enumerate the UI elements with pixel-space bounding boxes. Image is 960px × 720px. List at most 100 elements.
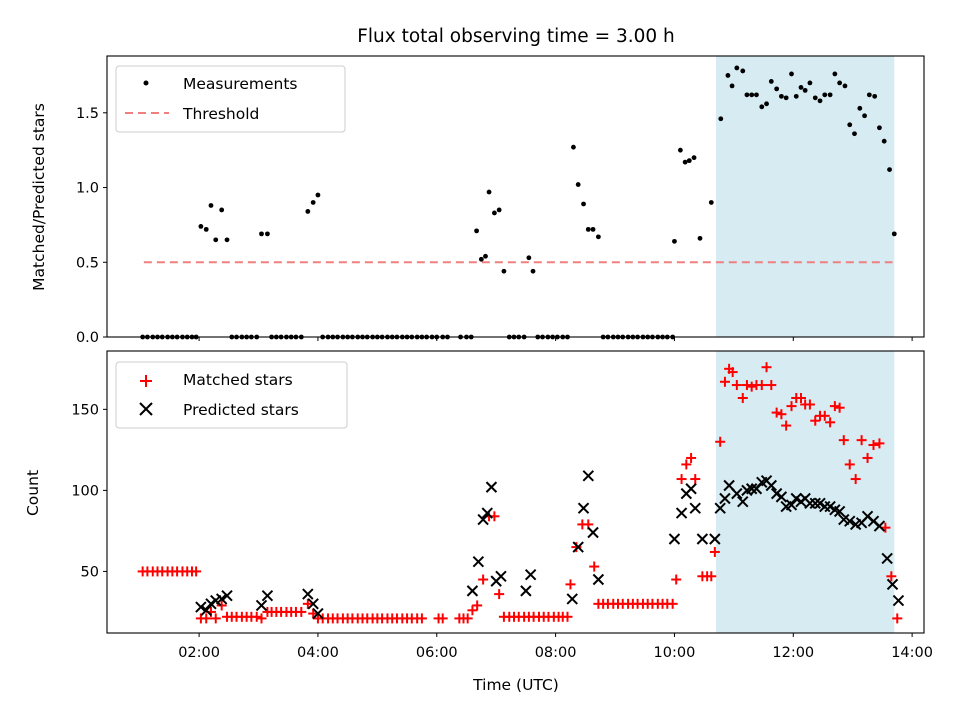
predicted-star-point <box>302 588 314 600</box>
matched-star-point <box>829 401 840 412</box>
matched-star-point <box>781 420 792 431</box>
matched-star-point <box>216 600 227 611</box>
predicted-star-point <box>873 520 886 532</box>
measurement-point <box>852 131 857 137</box>
measurement-point <box>774 86 780 92</box>
predicted-star-point <box>572 541 584 553</box>
measurement-point <box>691 155 697 161</box>
predicted-star-point <box>737 496 749 508</box>
matched-star-point <box>834 402 845 413</box>
measurement-point <box>789 71 794 77</box>
measurement-point <box>817 98 823 104</box>
top-y-ticks: 0.0 0.5 1.0 1.5 <box>76 106 107 346</box>
measurement-point <box>754 92 759 98</box>
measurement-point <box>881 138 887 144</box>
matched-star-point <box>251 611 262 622</box>
measurement-point <box>793 93 799 99</box>
legend-matched-marker <box>140 375 152 387</box>
measurement-point <box>474 228 479 234</box>
predicted-star-point <box>592 573 605 586</box>
predicted-star-point <box>709 533 721 545</box>
predicted-star-point <box>785 499 798 511</box>
measurement-point <box>837 80 843 86</box>
legend-matched-label: Matched stars <box>183 371 293 389</box>
measurement-point <box>305 209 311 214</box>
bottom-legend: Matched stars Predicted stars <box>115 361 348 429</box>
predicted-star-point <box>477 513 489 526</box>
matched-star-point <box>804 399 815 410</box>
measurement-point <box>832 71 838 77</box>
matched-star-point <box>761 362 772 373</box>
legend-threshold-label: Threshold <box>182 105 259 123</box>
measurement-point <box>501 268 507 274</box>
bottom-plot-panel: 50 100 150 02:00 04:00 06:00 08:00 10:00 12:00 1… <box>24 350 933 694</box>
measurement-point <box>807 80 813 86</box>
matched-star-point <box>844 459 855 470</box>
measurement-point <box>203 226 209 232</box>
measurement-point <box>749 92 755 98</box>
matched-star-point <box>741 380 752 391</box>
matched-star-point <box>589 561 600 572</box>
predicted-star-point <box>765 479 778 492</box>
predicted-star-point <box>481 507 493 519</box>
bottom-y-tick-label: 150 <box>71 402 99 418</box>
predicted-star-point <box>466 585 479 597</box>
matched-star-point <box>786 401 797 412</box>
matched-star-point <box>709 546 720 557</box>
matched-star-point <box>776 409 787 420</box>
measurement-point <box>842 83 848 89</box>
measurement-point <box>530 268 536 274</box>
legend-predicted-marker <box>139 402 153 416</box>
legend-predicted-label: Predicted stars <box>183 401 299 419</box>
measurement-point <box>259 231 264 237</box>
matched-star-point <box>302 598 313 609</box>
predicted-star-point <box>255 599 268 612</box>
measurement-point <box>891 231 897 237</box>
measurement-point <box>812 95 818 101</box>
matched-star-point <box>819 410 830 421</box>
top-y-tick-label: 0.5 <box>76 255 99 271</box>
measurement-point <box>198 223 204 229</box>
matched-star-point <box>676 474 687 485</box>
measurement-point <box>526 255 532 261</box>
predicted-star-point <box>719 492 731 505</box>
x-axis-label: Time (UTC) <box>472 676 559 694</box>
matched-star-point <box>201 613 212 624</box>
measurement-point <box>265 231 270 237</box>
measurement-point <box>725 73 731 78</box>
predicted-star-point <box>668 533 681 545</box>
matched-star-point <box>462 613 473 624</box>
predicted-star-point <box>696 533 709 545</box>
measurement-point <box>866 92 872 98</box>
predicted-star-point <box>582 470 594 482</box>
predicted-star-point <box>577 502 590 514</box>
bottom-y-tick-label: 50 <box>81 564 99 580</box>
bottom-x-ticks: 02:00 04:00 06:00 08:00 10:00 12:00 14:00 <box>178 633 933 661</box>
matched-star-point <box>756 380 767 391</box>
matched-star-point <box>472 600 483 611</box>
matched-star-point <box>437 613 448 624</box>
predicted-star-point <box>587 526 599 539</box>
measurement-point <box>887 167 892 172</box>
predicted-star-point <box>833 505 846 518</box>
measurement-point <box>310 200 316 205</box>
measurement-point <box>718 116 724 122</box>
matched-star-point <box>715 436 726 447</box>
predicted-star-point <box>886 578 899 591</box>
x-tick-label: 10:00 <box>654 645 696 661</box>
matched-star-point <box>856 435 867 446</box>
measurement-point <box>778 93 784 99</box>
measurement-point <box>740 68 746 74</box>
measurement-point <box>877 125 882 131</box>
matched-star-point <box>771 407 782 418</box>
top-y-axis-label: Matched/Predicted stars <box>30 103 48 291</box>
bottom-y-axis-label: Count <box>24 470 42 516</box>
bottom-legend-box <box>115 361 348 429</box>
measurement-point <box>672 238 677 244</box>
predicted-star-point <box>495 570 507 582</box>
measurement-point <box>595 234 601 240</box>
measurement-point <box>213 237 219 243</box>
predicted-star-point <box>566 593 578 605</box>
measurement-point <box>729 83 735 89</box>
x-tick-label: 02:00 <box>178 645 220 661</box>
